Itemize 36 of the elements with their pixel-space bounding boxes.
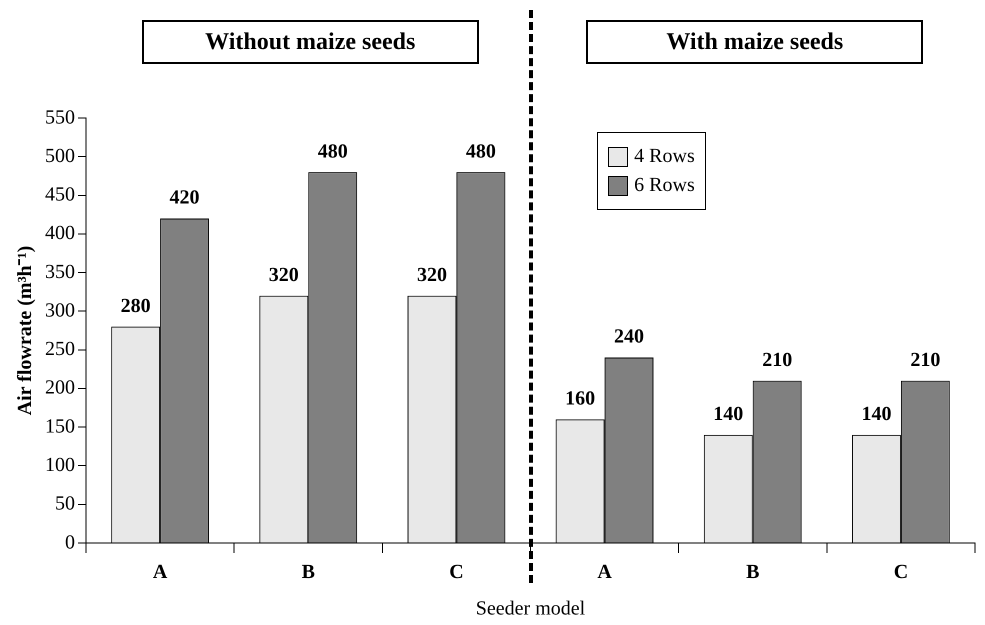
- y-tick-label: 250: [45, 338, 75, 360]
- y-tick-label: 50: [55, 492, 75, 515]
- data-label: 140: [713, 402, 744, 425]
- y-tick-label: 350: [45, 260, 75, 283]
- text: Without maize seeds: [142, 20, 479, 64]
- data-label: 240: [614, 326, 644, 348]
- legend-label: 6 Rows: [634, 174, 695, 197]
- x-axis-title: Seeder model: [476, 597, 586, 620]
- data-label: 210: [762, 348, 792, 371]
- data-label: 480: [318, 140, 348, 162]
- x-tick-label: A: [597, 561, 612, 584]
- y-axis-title: Air flowrate (m³h⁻¹): [14, 246, 36, 416]
- y-tick-label: 200: [45, 376, 75, 399]
- data-label: 420: [170, 186, 200, 209]
- y-tick-label: 150: [45, 415, 75, 438]
- x-tick-label: B: [746, 561, 760, 584]
- y-tick-label: 550: [45, 106, 75, 128]
- y-tick-label: 100: [45, 454, 75, 476]
- y-tick-label: 450: [45, 184, 75, 206]
- y-tick-label: 400: [45, 222, 75, 244]
- data-label: 480: [466, 140, 496, 162]
- data-label: 140: [861, 402, 892, 425]
- data-label: 320: [268, 264, 299, 286]
- x-tick-label: C: [449, 561, 464, 584]
- x-tick-label: B: [302, 561, 315, 584]
- data-label: 160: [565, 388, 596, 410]
- data-label: 210: [910, 348, 940, 371]
- x-tick-label: C: [894, 561, 908, 584]
- data-label: 280: [120, 294, 151, 317]
- text: With maize seeds: [586, 20, 924, 64]
- legend-label: 4 Rows: [634, 145, 695, 168]
- x-tick-label: A: [152, 561, 168, 584]
- y-tick-label: 500: [45, 144, 75, 167]
- y-tick-label: 300: [45, 299, 75, 322]
- data-label: 320: [416, 264, 447, 286]
- y-tick-label: 0: [65, 531, 75, 554]
